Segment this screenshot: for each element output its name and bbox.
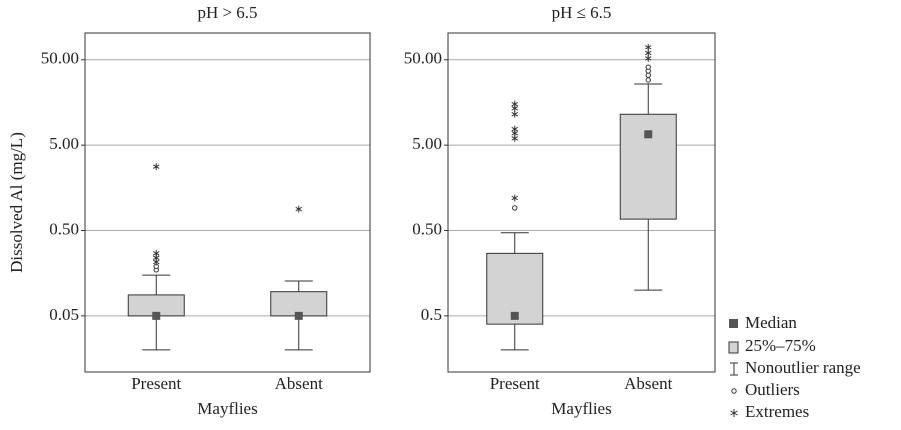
legend-box-symbol (728, 341, 739, 354)
y-tick-label: 0.5 (421, 305, 442, 324)
median (152, 311, 161, 320)
y-tick-label: 0.50 (412, 219, 442, 238)
extreme (511, 125, 519, 133)
extreme (511, 100, 519, 108)
y-tick-label: 0.05 (49, 305, 79, 324)
legend-label: 25%–75% (745, 336, 816, 355)
extreme (152, 163, 160, 171)
median (644, 130, 653, 139)
x-tick-label: Absent (624, 374, 672, 393)
y-tick-label: 50.00 (404, 49, 442, 68)
plot-frame (84, 32, 371, 373)
x-tick-label: Present (131, 374, 181, 393)
x-tick-label: Present (490, 374, 540, 393)
median (294, 311, 303, 320)
outlier (645, 64, 651, 70)
y-axis-label: Dissolved Al (mg/L) (7, 132, 26, 273)
legend-label: Extremes (745, 402, 809, 421)
extreme (295, 205, 303, 213)
median (510, 311, 519, 320)
panel-title: pH > 6.5 (197, 3, 257, 22)
legend-label: Median (745, 313, 797, 332)
x-axis-label: Mayflies (197, 399, 257, 418)
extreme (644, 43, 652, 51)
x-axis-label: Mayflies (551, 399, 611, 418)
box (270, 291, 328, 317)
y-tick-label: 50.00 (41, 49, 79, 68)
extreme (511, 110, 519, 118)
outlier (512, 205, 518, 211)
extreme (511, 194, 519, 202)
panel-title: pH ≤ 6.5 (552, 3, 612, 22)
legend-whisker-symbol (730, 362, 738, 376)
legend-label: Nonoutlier range (745, 358, 861, 377)
legend: Median 25%–75% Nonoutlier range Outliers… (728, 313, 861, 421)
outlier (645, 77, 651, 83)
legend-label: Outliers (745, 380, 800, 399)
y-tick-label: 5.00 (412, 134, 442, 153)
plot-frame (447, 32, 716, 373)
y-tick-label: 5.00 (49, 134, 79, 153)
x-tick-label: Absent (275, 374, 323, 393)
box (619, 113, 677, 220)
extreme (152, 249, 160, 257)
legend-outlier-symbol (731, 388, 737, 394)
legend-median-symbol (729, 319, 738, 328)
legend-extreme-symbol (730, 409, 738, 417)
outlier (645, 72, 651, 78)
y-tick-label: 0.50 (49, 219, 79, 238)
